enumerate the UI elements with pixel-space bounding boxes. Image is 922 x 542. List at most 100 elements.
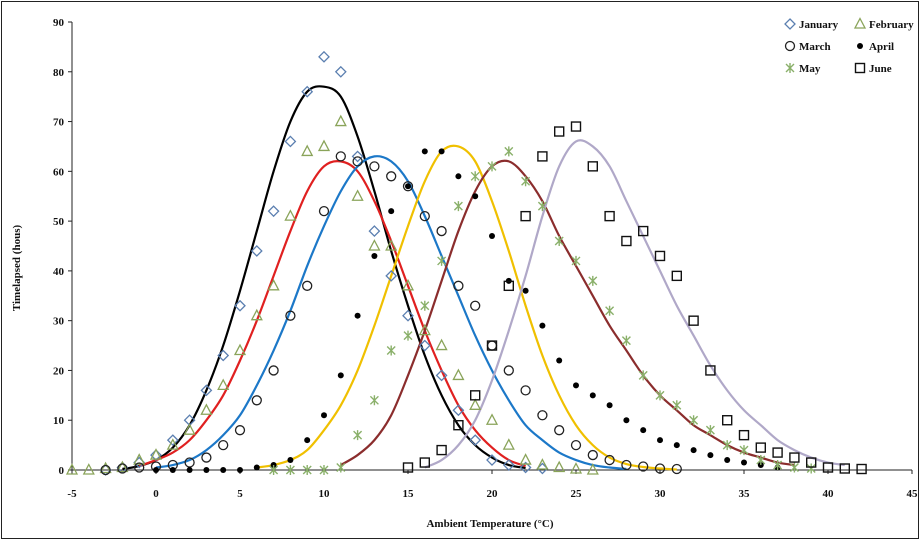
point-january [234, 299, 246, 312]
point-may [621, 335, 631, 346]
point-april [724, 457, 731, 464]
point-may [756, 455, 766, 466]
point-january [418, 339, 431, 352]
point-january [267, 205, 280, 218]
point-april [640, 427, 647, 434]
fit-curves [122, 85, 845, 471]
point-march [470, 300, 481, 311]
point-february [233, 343, 247, 356]
point-january [351, 150, 364, 163]
y-tick-label: 20 [53, 365, 65, 377]
point-may [470, 171, 480, 182]
point-march [386, 171, 397, 182]
point-february [368, 239, 381, 251]
point-february [351, 189, 364, 201]
legend-label-january: January [799, 19, 839, 31]
point-march [654, 463, 666, 474]
point-may [571, 255, 581, 266]
point-april [304, 437, 311, 444]
point-january [318, 50, 330, 63]
point-january [435, 369, 448, 382]
point-march [436, 225, 447, 237]
point-april [354, 312, 361, 319]
legend-label-march: March [799, 41, 831, 53]
point-march [554, 425, 565, 436]
point-april [186, 467, 193, 473]
point-february [65, 463, 79, 475]
point-march [302, 280, 313, 291]
point-march [318, 206, 330, 217]
point-february [99, 461, 112, 474]
point-february [569, 462, 583, 474]
point-may [638, 370, 648, 381]
point-june [789, 452, 800, 463]
legend: January February March April May June [784, 17, 914, 75]
point-may [504, 146, 514, 157]
fit-curve-april [256, 144, 677, 471]
x-tick-label: -5 [67, 488, 77, 500]
y-tick-label: 90 [53, 17, 65, 29]
point-may [420, 300, 430, 311]
point-january [452, 404, 465, 417]
point-february [485, 413, 499, 425]
fit-curve-january [122, 85, 526, 471]
point-may [437, 255, 447, 266]
point-march [604, 454, 615, 466]
point-may [605, 305, 615, 316]
point-april [606, 402, 613, 409]
point-june [638, 225, 649, 237]
point-february [82, 463, 95, 475]
point-january [166, 434, 179, 447]
point-june [688, 315, 699, 326]
point-february [317, 139, 331, 152]
point-march [570, 439, 582, 451]
point-june [839, 463, 850, 474]
point-february [166, 438, 179, 450]
point-march [369, 161, 380, 172]
point-february [267, 278, 280, 291]
point-may [285, 465, 295, 475]
x-tick-label: 25 [571, 488, 583, 500]
legend-label-june: June [869, 63, 892, 75]
point-april [657, 437, 663, 444]
point-june [654, 250, 666, 262]
legend-marker-february [853, 17, 867, 29]
point-april [489, 233, 495, 240]
point-june [419, 457, 430, 468]
point-june [436, 444, 447, 456]
point-may [773, 460, 783, 471]
point-may [554, 236, 564, 247]
point-march [234, 425, 246, 436]
y-axis-title: Timelapsed (hous) [11, 225, 23, 312]
point-february [418, 323, 431, 336]
point-june [587, 161, 598, 172]
legend-marker-june [854, 62, 866, 74]
point-april [421, 148, 428, 155]
point-june [520, 210, 531, 222]
point-april [673, 442, 680, 449]
point-march [537, 410, 548, 421]
y-tick-label: 60 [53, 166, 65, 178]
point-march [587, 449, 598, 461]
legend-marker-january [784, 18, 796, 30]
point-june [856, 463, 867, 475]
x-tick-label: 5 [237, 488, 243, 500]
legend-label-may: May [799, 63, 821, 75]
point-february [200, 403, 213, 415]
point-may [403, 330, 413, 341]
point-january [334, 65, 347, 78]
fit-curve-march [155, 155, 627, 471]
point-february [586, 463, 599, 475]
point-april [169, 467, 176, 473]
x-tick-label: 20 [487, 488, 499, 500]
point-january [284, 135, 297, 148]
point-april [321, 412, 327, 419]
point-february [435, 338, 448, 351]
point-march [671, 463, 682, 475]
point-june [806, 457, 817, 468]
y-tick-label: 80 [53, 67, 65, 79]
point-june [772, 447, 783, 458]
point-march [335, 151, 346, 162]
point-february [334, 114, 347, 127]
